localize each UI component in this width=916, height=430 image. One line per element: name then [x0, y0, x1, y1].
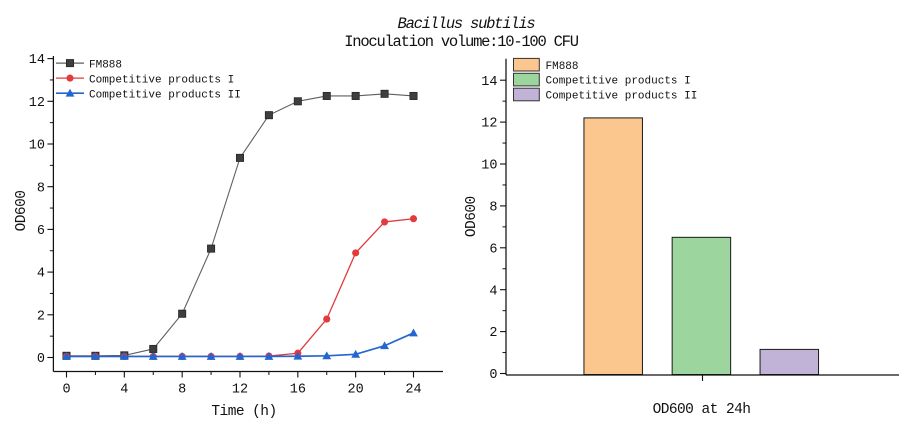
y-tick-label: 0 — [489, 368, 497, 383]
x-tick-label: 24 — [405, 383, 421, 398]
legend-label: Competitive products I — [546, 76, 691, 88]
x-axis-label: Time (h) — [211, 404, 276, 420]
data-point-marker — [207, 244, 216, 253]
bar-fm888 — [583, 117, 643, 375]
legend-entry-competitive-products-ii: Competitive products II — [56, 88, 241, 101]
legend-swatch — [513, 57, 540, 72]
legend-entry-fm888: FM888 — [513, 57, 579, 73]
bar-competitive-products-i — [671, 236, 732, 375]
y-tick-label: 10 — [29, 139, 45, 154]
y-axis-label: OD600 — [14, 191, 30, 232]
series-competitive-products-i — [62, 215, 418, 360]
y-tick-label: 4 — [37, 267, 45, 282]
legend-entry-competitive-products-ii: Competitive products II — [513, 87, 698, 103]
legend-entry-competitive-products-i: Competitive products I — [513, 72, 691, 88]
y-axis-label: OD600 — [464, 196, 480, 237]
y-tick-label: 8 — [489, 201, 497, 216]
data-point-marker — [380, 89, 389, 98]
data-point-marker — [91, 352, 100, 360]
legend-swatch — [513, 72, 540, 87]
data-point-marker — [380, 341, 389, 350]
legend-entry-competitive-products-i: Competitive products I — [56, 74, 234, 86]
legend-marker — [66, 59, 75, 68]
data-point-marker — [293, 97, 302, 106]
series-line — [66, 218, 414, 358]
data-point-marker — [178, 309, 187, 318]
data-point-marker — [119, 352, 129, 360]
legend-marker — [66, 74, 74, 82]
x-tick-label: 8 — [178, 383, 186, 398]
data-point-marker — [322, 351, 332, 360]
y-tick-label: 2 — [489, 326, 497, 341]
y-tick-label: 12 — [29, 96, 45, 111]
data-point-marker — [148, 352, 158, 360]
figure-title-inoculation: Inoculation volume:10-100 CFU — [344, 33, 579, 51]
y-tick-label: 4 — [489, 284, 497, 299]
legend-label: Competitive products II — [89, 89, 241, 101]
data-point-marker — [62, 352, 71, 360]
data-point-marker — [206, 352, 216, 360]
figure-title-species: Bacillus subtilis — [397, 15, 536, 33]
y-tick-label: 6 — [37, 224, 45, 239]
data-point-marker — [149, 344, 158, 353]
legend-marker — [65, 88, 75, 97]
x-tick-label: 20 — [348, 383, 364, 398]
x-axis-label: OD600 at 24h — [653, 402, 751, 418]
y-tick-label: 2 — [37, 309, 45, 324]
data-point-marker — [264, 111, 273, 120]
legend-entry-fm888: FM888 — [56, 59, 122, 71]
y-tick-label: 8 — [37, 181, 45, 196]
y-tick-label: 10 — [481, 159, 497, 174]
y-tick-label: 12 — [481, 117, 497, 132]
legend-label: Competitive products II — [546, 91, 698, 103]
data-point-marker — [381, 218, 389, 226]
legend-label: Competitive products I — [89, 74, 234, 86]
series-line — [66, 93, 414, 357]
y-tick-label: 6 — [489, 242, 497, 257]
data-point-marker — [352, 249, 360, 257]
data-point-marker — [351, 349, 361, 358]
data-point-marker — [235, 352, 245, 360]
legend-swatch — [513, 87, 540, 102]
series-fm888 — [62, 89, 418, 360]
data-point-marker — [322, 91, 331, 100]
y-tick-label: 14 — [481, 75, 497, 90]
data-point-marker — [351, 91, 360, 100]
y-tick-label: 14 — [29, 53, 45, 68]
od600-bar-chart: 0 2 4 6 8 10 12 14 OD600 at 24h OD600 FM888 Competi… — [464, 57, 899, 418]
data-point-marker — [323, 315, 331, 323]
series-competitive-products-ii — [62, 328, 418, 360]
legend-label: FM888 — [546, 61, 579, 73]
y-tick-label: 0 — [37, 352, 45, 367]
data-point-marker — [177, 352, 187, 360]
x-tick-label: 16 — [290, 383, 306, 398]
data-point-marker — [293, 351, 303, 360]
x-tick-label: 12 — [232, 383, 248, 398]
data-point-marker — [264, 352, 274, 360]
data-point-marker — [409, 91, 418, 100]
x-tick-label: 4 — [120, 383, 128, 398]
data-point-marker — [409, 215, 418, 223]
bar-competitive-products-ii — [759, 348, 820, 376]
legend-label: FM888 — [89, 59, 122, 71]
data-point-marker — [235, 153, 244, 162]
x-tick-label: 0 — [62, 383, 70, 398]
data-point-marker — [409, 328, 418, 337]
